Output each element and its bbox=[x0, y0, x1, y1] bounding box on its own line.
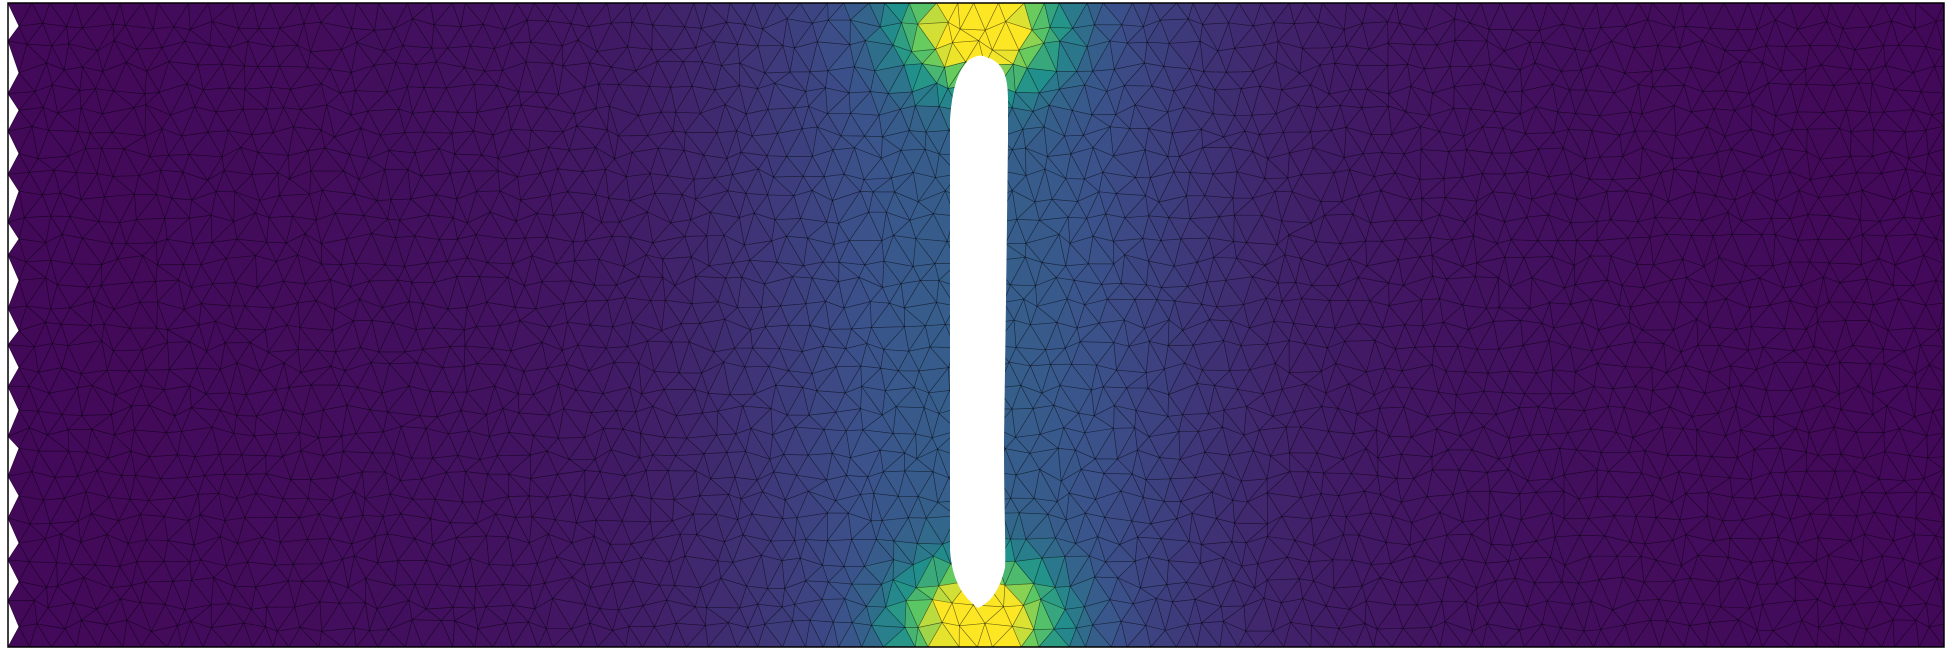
field-layer bbox=[8, 3, 1944, 647]
